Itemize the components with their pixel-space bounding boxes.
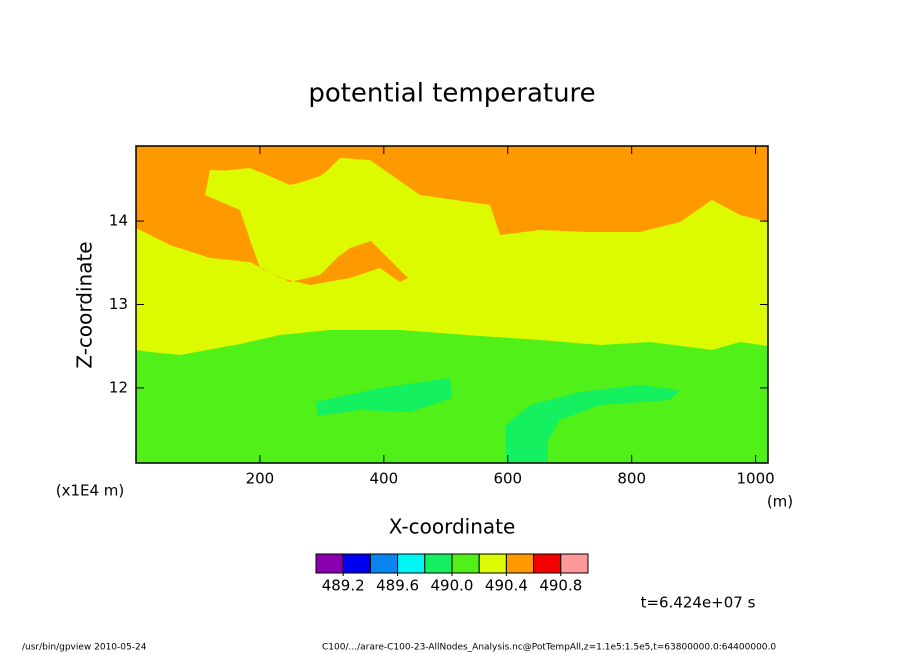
y-tick-label: 13 [109,295,128,313]
x-axis-unit: (m) [767,493,793,511]
colorbar-swatch [424,553,453,574]
contour-region [316,378,452,416]
colorbar-swatch [560,553,589,574]
colorbar-label: 490.8 [539,577,582,595]
y-tick-label: 12 [109,378,128,396]
colorbar-swatch [397,553,426,574]
footer-left: /usr/bin/gpview 2010-05-24 [22,643,147,653]
x-axis-label: X-coordinate [389,515,516,539]
x-tick-label: 600 [493,470,522,488]
y-axis-label: Z-coordinate [73,241,97,368]
colorbar-swatch [478,553,507,574]
colorbar-label: 490.0 [431,577,474,595]
contour-region [506,385,680,463]
x-tick-label: 1000 [737,470,775,488]
plot-area [135,145,769,464]
colorbar-swatch [533,553,562,574]
colorbar-label: 489.2 [322,577,365,595]
contour-region [136,146,768,285]
colorbar-swatch [342,553,371,574]
colorbar-swatch [315,553,344,574]
footer-right: C100/.../arare-C100-23-AllNodes_Analysis… [322,643,776,653]
x-tick-label: 800 [617,470,646,488]
time-label: t=6.424e+07 s [641,594,756,612]
colorbar-swatch [369,553,399,574]
contour-region [210,158,410,278]
colorbar-label: 490.4 [485,577,528,595]
y-tick-label: 14 [109,212,128,230]
colorbar-label: 489.6 [376,577,419,595]
x-tick-label: 200 [246,470,275,488]
chart-title: potential temperature [308,79,595,109]
y-axis-unit: (x1E4 m) [56,482,125,500]
colorbar-swatch [505,553,535,574]
colorbar-swatch [451,553,480,574]
x-tick-label: 400 [370,470,399,488]
